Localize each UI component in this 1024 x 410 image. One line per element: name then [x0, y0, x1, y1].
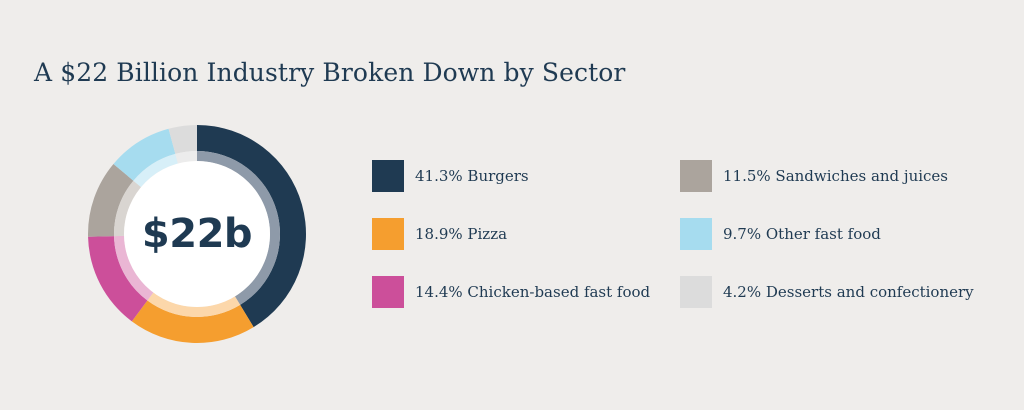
legend-swatch: [372, 276, 404, 308]
donut-center-label: $22b: [141, 211, 253, 257]
legend-swatch: [680, 218, 712, 250]
slice-other-fast-food: [113, 128, 176, 181]
legend-label: 11.5% Sandwiches and juices: [723, 167, 948, 185]
slice-inner-other-fast-food: [133, 153, 178, 188]
legend-label: 41.3% Burgers: [415, 167, 529, 185]
slice-inner-chicken-based-fast-food: [114, 235, 154, 301]
legend-item-pizza: 18.9% Pizza: [372, 218, 507, 250]
slice-burgers: [197, 125, 306, 328]
legend-swatch: [372, 218, 404, 250]
legend-item-chicken-based-fast-food: 14.4% Chicken-based fast food: [372, 276, 650, 308]
legend-label: 9.7% Other fast food: [723, 225, 881, 243]
slice-inner-burgers: [197, 151, 280, 305]
legend-label: 18.9% Pizza: [415, 225, 508, 243]
slice-sandwiches-and-juices: [88, 163, 134, 237]
legend-item-other-fast-food: 9.7% Other fast food: [680, 218, 881, 250]
slice-desserts-and-confectionery: [168, 125, 197, 154]
donut-hole: [124, 161, 270, 307]
legend-swatch: [372, 160, 404, 192]
legend-item-desserts-and-confectionery: 4.2% Desserts and confectionery: [680, 276, 974, 308]
slice-pizza: [131, 300, 254, 343]
legend-label: 14.4% Chicken-based fast food: [415, 283, 651, 301]
legend-label: 4.2% Desserts and confectionery: [723, 283, 974, 301]
legend-swatch: [680, 160, 712, 192]
donut-chart: [88, 125, 306, 343]
legend-item-sandwiches-and-juices: 11.5% Sandwiches and juices: [680, 160, 948, 192]
slice-inner-sandwiches-and-juices: [114, 180, 142, 237]
slice-inner-desserts-and-confectionery: [175, 151, 197, 164]
chart-title: A $22 Billion Industry Broken Down by Se…: [34, 58, 626, 87]
slice-chicken-based-fast-food: [88, 236, 148, 322]
legend-item-burgers: 41.3% Burgers: [372, 160, 529, 192]
legend-swatch: [680, 276, 712, 308]
slice-inner-pizza: [147, 292, 241, 317]
